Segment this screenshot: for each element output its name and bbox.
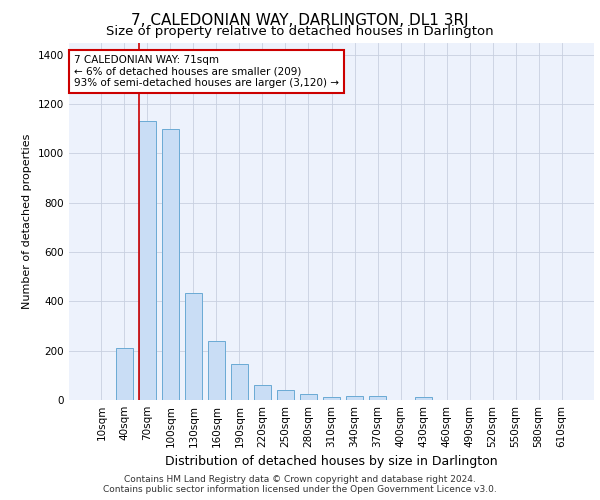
Bar — [185, 292, 202, 400]
Bar — [162, 129, 179, 400]
Bar — [415, 397, 432, 400]
Text: Size of property relative to detached houses in Darlington: Size of property relative to detached ho… — [106, 25, 494, 38]
Text: 7 CALEDONIAN WAY: 71sqm
← 6% of detached houses are smaller (209)
93% of semi-de: 7 CALEDONIAN WAY: 71sqm ← 6% of detached… — [74, 55, 339, 88]
Bar — [116, 348, 133, 400]
Y-axis label: Number of detached properties: Number of detached properties — [22, 134, 32, 309]
X-axis label: Distribution of detached houses by size in Darlington: Distribution of detached houses by size … — [165, 455, 498, 468]
Bar — [231, 364, 248, 400]
Bar — [346, 396, 363, 400]
Bar — [369, 396, 386, 400]
Bar — [277, 390, 294, 400]
Bar — [254, 384, 271, 400]
Bar — [208, 341, 225, 400]
Text: 7, CALEDONIAN WAY, DARLINGTON, DL1 3RJ: 7, CALEDONIAN WAY, DARLINGTON, DL1 3RJ — [131, 12, 469, 28]
Bar — [323, 397, 340, 400]
Bar — [300, 394, 317, 400]
Bar — [139, 122, 156, 400]
Text: Contains HM Land Registry data © Crown copyright and database right 2024.
Contai: Contains HM Land Registry data © Crown c… — [103, 474, 497, 494]
